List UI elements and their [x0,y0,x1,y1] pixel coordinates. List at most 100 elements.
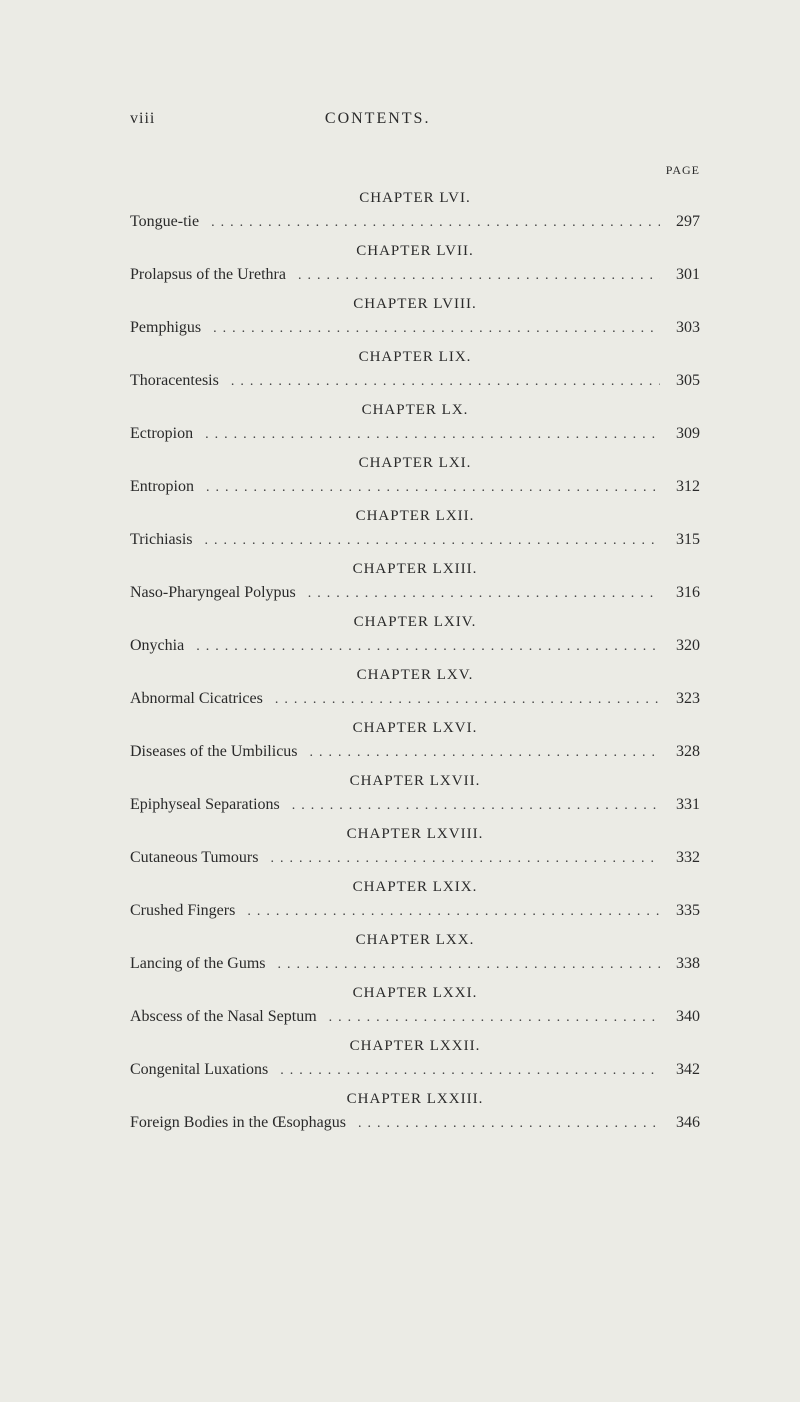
chapter-heading: CHAPTER LXIV. [130,614,700,631]
topic-name: Thoracentesis [130,372,227,390]
leader-dots: ........................................… [227,374,660,390]
chapter-heading: CHAPTER LXXII. [130,1038,700,1055]
entry-block: CHAPTER LVIII. Pemphigus.................… [130,296,700,337]
topic-row: Congenital Luxations....................… [130,1061,700,1079]
page-number: 312 [660,478,700,496]
entry-block: CHAPTER LXVII. Epiphyseal Separations....… [130,773,700,814]
leader-dots: ........................................… [201,427,660,443]
page-number: 346 [660,1114,700,1132]
topic-name: Pemphigus [130,319,209,337]
topic-row: Pemphigus...............................… [130,319,700,337]
topic-row: Naso-Pharyngeal Polypus.................… [130,584,700,602]
chapter-heading: CHAPTER LXX. [130,932,700,949]
header-row: viii CONTENTS. [130,110,700,128]
chapter-heading: CHAPTER LXVII. [130,773,700,790]
chapter-heading: CHAPTER LVI. [130,190,700,207]
leader-dots: ........................................… [294,268,660,284]
page-number: 340 [660,1008,700,1026]
topic-name: Cutaneous Tumours [130,849,266,867]
leader-dots: ........................................… [243,904,660,920]
topic-name: Foreign Bodies in the Œsophagus [130,1114,354,1132]
topic-name: Lancing of the Gums [130,955,274,973]
entries-container: CHAPTER LVI. Tongue-tie..................… [130,190,700,1132]
entry-block: CHAPTER LVI. Tongue-tie..................… [130,190,700,231]
page-number: 338 [660,955,700,973]
chapter-heading: CHAPTER LXI. [130,455,700,472]
topic-row: Foreign Bodies in the Œsophagus.........… [130,1114,700,1132]
entry-block: CHAPTER LXVI. Diseases of the Umbilicus..… [130,720,700,761]
leader-dots: ........................................… [325,1010,660,1026]
entry-block: CHAPTER LX.Ectropion....................… [130,402,700,443]
leader-dots: ........................................… [266,851,660,867]
topic-row: Ectropion...............................… [130,425,700,443]
chapter-heading: CHAPTER LXIII. [130,561,700,578]
page-number: 332 [660,849,700,867]
page-number: 316 [660,584,700,602]
entry-block: CHAPTER LXXI. Abscess of the Nasal Septum… [130,985,700,1026]
entry-block: CHAPTER LXX. Lancing of the Gums.........… [130,932,700,973]
page-column-label: PAGE [130,163,700,178]
chapter-heading: CHAPTER LVII. [130,243,700,260]
topic-name: Epiphyseal Separations [130,796,288,814]
entry-block: CHAPTER LXVIII. Cutaneous Tumours........… [130,826,700,867]
leader-dots: ........................................… [202,480,660,496]
topic-row: Onychia.................................… [130,637,700,655]
entry-block: CHAPTER LXV.Abnormal Cicatrices.........… [130,667,700,708]
topic-row: Crushed Fingers.........................… [130,902,700,920]
chapter-heading: CHAPTER LXXIII. [130,1091,700,1108]
entry-block: CHAPTER LXII. Trichiasis.................… [130,508,700,549]
page-number: 328 [660,743,700,761]
leader-dots: ........................................… [209,321,660,337]
topic-row: Abnormal Cicatrices.....................… [130,690,700,708]
topic-name: Ectropion [130,425,201,443]
topic-name: Entropion [130,478,202,496]
leader-dots: ........................................… [271,692,660,708]
topic-name: Congenital Luxations [130,1061,276,1079]
chapter-heading: CHAPTER LXVI. [130,720,700,737]
topic-name: Tongue-tie [130,213,207,231]
topic-name: Prolapsus of the Urethra [130,266,294,284]
topic-name: Abnormal Cicatrices [130,690,271,708]
page-number: 309 [660,425,700,443]
topic-row: Entropion...............................… [130,478,700,496]
page-number: 335 [660,902,700,920]
leader-dots: ........................................… [207,215,660,231]
topic-row: Epiphyseal Separations..................… [130,796,700,814]
entry-block: CHAPTER LVII. Prolapsus of the Urethra...… [130,243,700,284]
topic-row: Tongue-tie..............................… [130,213,700,231]
topic-row: Diseases of the Umbilicus...............… [130,743,700,761]
page-number: 301 [660,266,700,284]
page-number: 342 [660,1061,700,1079]
chapter-heading: CHAPTER LXXI. [130,985,700,1002]
page-number: 305 [660,372,700,390]
entry-block: CHAPTER LXXII. Congenital Luxations......… [130,1038,700,1079]
leader-dots: ........................................… [274,957,660,973]
chapter-heading: CHAPTER LVIII. [130,296,700,313]
topic-row: Cutaneous Tumours.......................… [130,849,700,867]
contents-title: CONTENTS. [325,110,431,128]
leader-dots: ........................................… [192,639,660,655]
page-number: 315 [660,531,700,549]
topic-name: Naso-Pharyngeal Polypus [130,584,304,602]
leader-dots: ........................................… [304,586,660,602]
topic-row: Trichiasis..............................… [130,531,700,549]
leader-dots: ........................................… [288,798,660,814]
leader-dots: ........................................… [306,745,660,761]
page-number: 297 [660,213,700,231]
page-number: 331 [660,796,700,814]
chapter-heading: CHAPTER LXVIII. [130,826,700,843]
chapter-heading: CHAPTER LXIX. [130,879,700,896]
leader-dots: ........................................… [276,1063,660,1079]
entry-block: CHAPTER LXI. Entropion...................… [130,455,700,496]
topic-name: Onychia [130,637,192,655]
topic-row: Thoracentesis...........................… [130,372,700,390]
topic-row: Lancing of the Gums.....................… [130,955,700,973]
topic-row: Abscess of the Nasal Septum.............… [130,1008,700,1026]
chapter-heading: CHAPTER LXII. [130,508,700,525]
topic-row: Prolapsus of the Urethra................… [130,266,700,284]
chapter-heading: CHAPTER LIX. [130,349,700,366]
entry-block: CHAPTER LXIV. Onychia....................… [130,614,700,655]
page-number: 303 [660,319,700,337]
page-number: 323 [660,690,700,708]
page-roman-numeral: viii [130,110,155,128]
